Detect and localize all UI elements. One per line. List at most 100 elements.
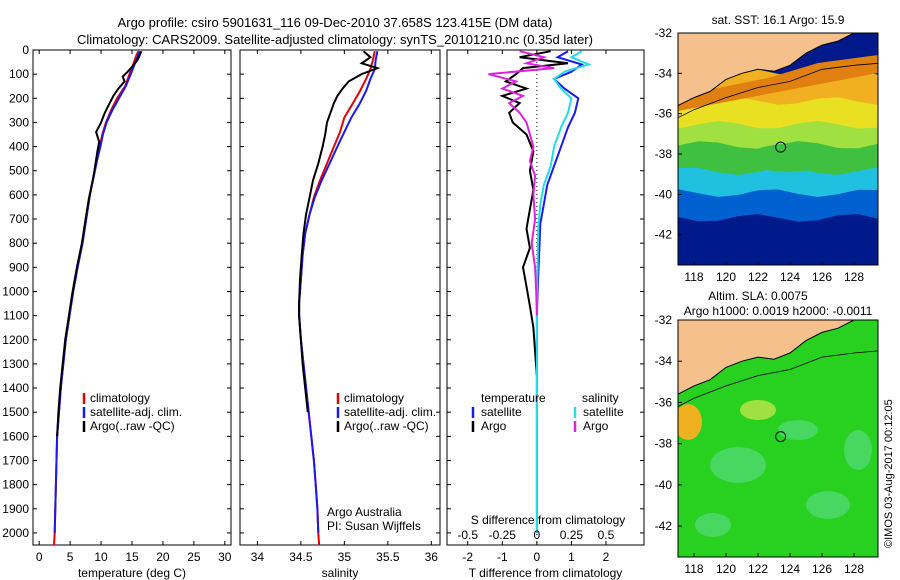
x-tick-label: 15 xyxy=(125,550,139,564)
legend-label: Argo xyxy=(481,419,507,433)
s-tick-label: 0.25 xyxy=(560,528,584,542)
credit-label: ©IMOS 03-Aug-2017 00:12:05 xyxy=(883,399,895,548)
map-y-tick-label: -42 xyxy=(655,228,673,242)
y-tick-label: 1700 xyxy=(2,453,29,467)
map-y-tick-label: -36 xyxy=(655,395,673,409)
temperature-frame xyxy=(32,49,232,546)
series-line-satellite xyxy=(53,50,141,533)
s-tick-label: -0.25 xyxy=(489,528,517,542)
sla-blob-yellow xyxy=(740,400,776,420)
x-tick-label: 1 xyxy=(568,550,575,564)
y-tick-label: 500 xyxy=(9,164,29,178)
sla-blob xyxy=(710,447,766,483)
salinity-frame xyxy=(239,49,441,546)
series-line-satellite xyxy=(298,51,379,533)
argo-position-marker xyxy=(775,431,787,443)
x-tick-label: 25 xyxy=(187,550,201,564)
sst-band xyxy=(678,167,878,199)
y-tick-label: 1500 xyxy=(2,405,29,419)
map-y-tick-label: -42 xyxy=(655,519,673,533)
y-tick-label: 2000 xyxy=(2,526,29,540)
y-tick-label: 1100 xyxy=(3,309,29,323)
map-y-tick-label: -40 xyxy=(655,478,673,492)
sst-band xyxy=(678,214,878,265)
s-tick-label: -0.5 xyxy=(457,528,478,542)
s-tick-label: 0 xyxy=(534,528,541,542)
y-tick-label: 900 xyxy=(9,260,29,274)
map-y-tick-label: -40 xyxy=(655,187,673,201)
series-line-satellite xyxy=(535,50,585,533)
difference-panel: -2 -1 0 1 2 T difference from climatology temp… xyxy=(446,49,645,580)
sla-blob-warm xyxy=(678,404,702,440)
x-tick-label: 0 xyxy=(534,550,541,564)
difference-s-xlabel: S difference from climatology xyxy=(471,513,626,527)
legend-header-temperature: temperature xyxy=(481,391,546,405)
sst-patch xyxy=(748,144,828,172)
legend-label: satellite xyxy=(481,405,522,419)
x-tick-label: 0 xyxy=(36,550,43,564)
y-tick-label: 1000 xyxy=(2,284,29,298)
series-line-climatology xyxy=(298,50,376,546)
map-x-tick-label: 126 xyxy=(812,270,832,284)
shelf-contour xyxy=(678,350,878,407)
y-tick-label: 1800 xyxy=(2,478,29,492)
y-tick-label: 1400 xyxy=(2,381,29,395)
legend-label: Argo(..raw -QC) xyxy=(90,419,175,433)
legend-label: satellite xyxy=(583,405,624,419)
map-frame xyxy=(677,319,879,558)
temperature-panel: 0100200300400500600700800900100011001200… xyxy=(2,43,232,580)
sla-map-title-1: Altim. SLA: 0.0075 xyxy=(708,289,808,303)
map-x-tick-label: 120 xyxy=(716,562,736,576)
map-x-tick-label: 122 xyxy=(748,270,768,284)
land-mass xyxy=(678,33,878,107)
y-tick-label: 700 xyxy=(9,212,29,226)
series-line-sal_argo xyxy=(488,50,555,316)
sla-blob xyxy=(806,491,850,519)
shelf-contour xyxy=(678,62,878,119)
y-tick-label: 100 xyxy=(9,67,29,81)
y-tick-label: 300 xyxy=(9,115,29,129)
map-y-tick-label: -38 xyxy=(655,147,673,161)
sst-band xyxy=(678,121,878,151)
map-y-tick-label: -32 xyxy=(655,26,673,40)
sst-map-panel: 118 120 122 124 126 128 -32 -34 -36 -38 -40 -42 sat.… xyxy=(655,13,879,284)
map-x-tick-label: 128 xyxy=(844,270,864,284)
y-tick-label: 1300 xyxy=(2,357,29,371)
y-tick-label: 0 xyxy=(22,43,29,57)
s-tick-label: 0.5 xyxy=(598,528,615,542)
sla-blob xyxy=(778,420,818,440)
legend-label: climatology xyxy=(344,391,404,405)
legend-label: Argo(..raw -QC) xyxy=(344,419,429,433)
pi-label: PI: Susan Wijffels xyxy=(327,519,421,533)
sla-map-title-2: Argo h1000: 0.0019 h2000: -0.0011 xyxy=(684,304,873,318)
series-line-argo xyxy=(56,50,143,437)
map-x-tick-label: 128 xyxy=(844,562,864,576)
map-y-tick-label: -34 xyxy=(655,66,673,80)
map-y-tick-label: -34 xyxy=(655,354,673,368)
legend-label: Argo xyxy=(583,419,609,433)
x-tick-label: 35.5 xyxy=(376,550,400,564)
map-x-tick-label: 126 xyxy=(812,562,832,576)
salinity-xlabel: salinity xyxy=(322,566,359,580)
sla-blob xyxy=(844,430,872,470)
legend-label: climatology xyxy=(90,391,150,405)
map-x-tick-label: 124 xyxy=(780,270,800,284)
series-line-argo xyxy=(499,50,569,377)
sst-map-title: sat. SST: 16.1 Argo: 15.9 xyxy=(712,13,845,27)
x-tick-label: 36 xyxy=(425,550,439,564)
map-x-tick-label: 124 xyxy=(780,562,800,576)
map-x-tick-label: 122 xyxy=(748,562,768,576)
y-tick-label: 1900 xyxy=(2,502,29,516)
argo-position-marker xyxy=(775,141,787,153)
x-tick-label: 35 xyxy=(338,550,352,564)
legend-label: satellite-adj. clim. xyxy=(344,405,436,419)
title-line-2: Climatology: CARS2009. Satellite-adjuste… xyxy=(77,32,593,47)
y-tick-label: 400 xyxy=(9,140,29,154)
series-line-sal_satellite xyxy=(535,50,592,533)
map-field xyxy=(678,320,878,557)
map-field xyxy=(678,33,878,265)
difference-frame xyxy=(446,49,645,546)
difference-xlabel: T difference from climatology xyxy=(469,566,623,580)
x-tick-label: 30 xyxy=(218,550,232,564)
